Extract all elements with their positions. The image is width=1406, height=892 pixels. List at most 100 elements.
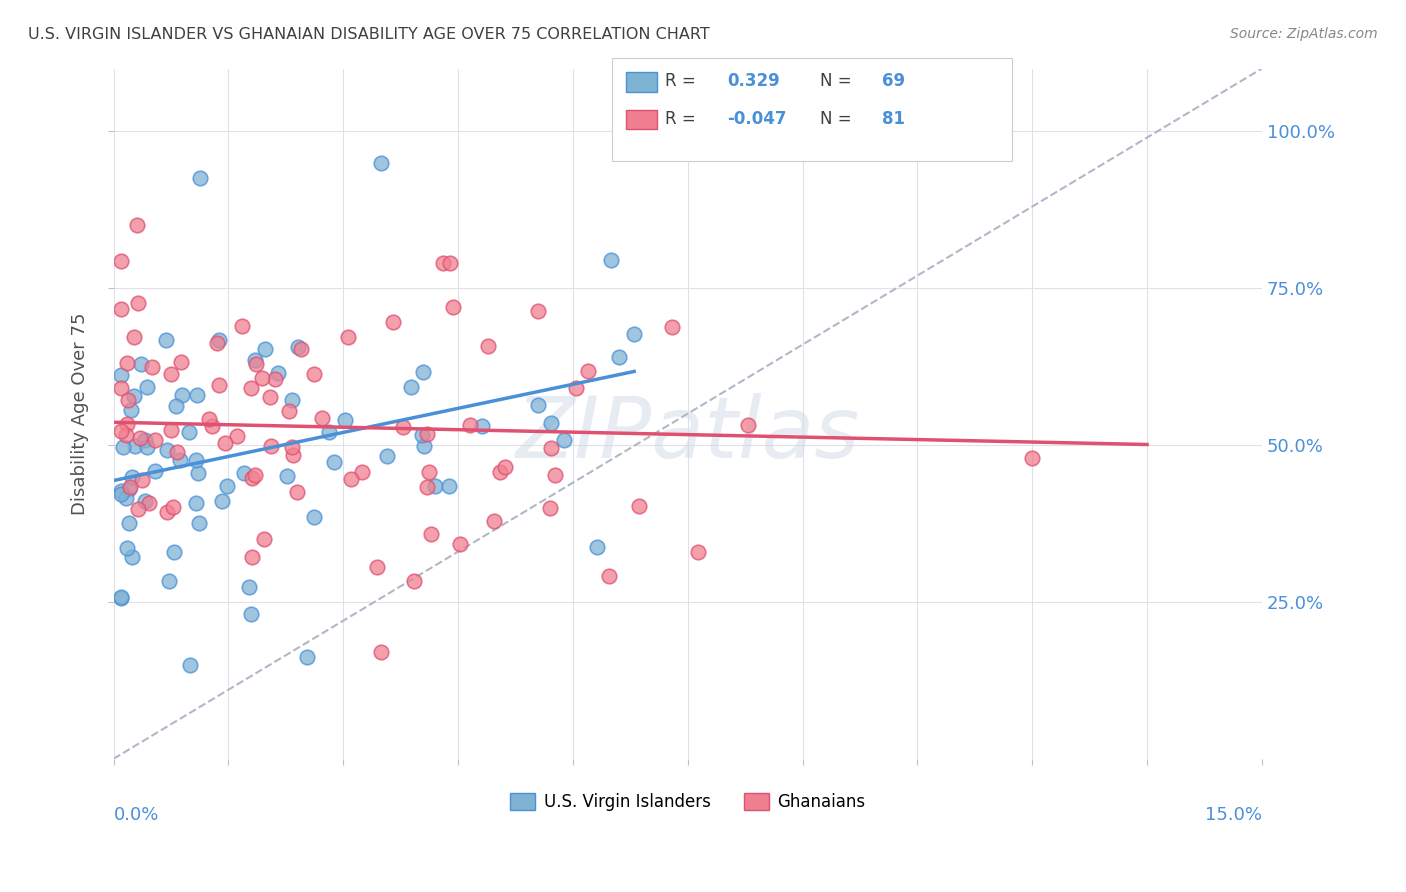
Point	[110, 301, 132, 316]
Text: 15.0%: 15.0%	[1205, 805, 1263, 823]
Point	[489, 466, 512, 480]
Point	[1021, 450, 1043, 465]
Point	[250, 371, 273, 385]
Text: -0.047: -0.047	[727, 110, 786, 128]
Point	[208, 333, 231, 347]
Point	[245, 357, 267, 371]
Point	[156, 505, 179, 519]
Point	[425, 478, 447, 492]
Point	[381, 315, 404, 329]
Point	[169, 453, 191, 467]
Point	[143, 433, 166, 447]
Point	[110, 591, 132, 606]
Point	[110, 425, 132, 439]
Point	[278, 404, 301, 418]
Point	[323, 454, 346, 468]
Point	[135, 380, 157, 394]
Point	[121, 550, 143, 565]
Point	[110, 590, 132, 604]
Point	[114, 491, 136, 505]
Text: 69: 69	[882, 72, 904, 90]
Point	[118, 482, 141, 496]
Text: 0.329: 0.329	[727, 72, 780, 90]
Point	[366, 560, 388, 574]
Point	[598, 569, 620, 583]
Point	[110, 487, 132, 501]
Point	[543, 467, 565, 482]
Point	[125, 219, 148, 233]
Text: ZIPatlas: ZIPatlas	[516, 392, 860, 475]
Point	[599, 252, 621, 267]
Point	[276, 469, 298, 483]
Point	[399, 380, 422, 394]
Point	[122, 389, 145, 403]
Point	[110, 254, 132, 268]
Point	[122, 330, 145, 344]
Point	[688, 545, 710, 559]
Point	[540, 442, 562, 456]
Point	[311, 411, 333, 425]
Point	[170, 388, 193, 402]
Point	[111, 440, 134, 454]
Point	[576, 364, 599, 378]
Point	[737, 417, 759, 432]
Point	[443, 300, 465, 314]
Point	[129, 357, 152, 371]
Point	[232, 466, 254, 480]
Point	[340, 472, 363, 486]
Text: 81: 81	[882, 110, 904, 128]
Point	[266, 366, 288, 380]
Point	[138, 495, 160, 509]
Point	[155, 333, 177, 347]
Point	[527, 303, 550, 318]
Point	[211, 494, 233, 508]
Point	[215, 479, 238, 493]
Point	[318, 425, 340, 439]
Point	[134, 434, 156, 448]
Legend: U.S. Virgin Islanders, Ghanaians: U.S. Virgin Islanders, Ghanaians	[502, 785, 873, 820]
Point	[538, 500, 561, 515]
Point	[110, 483, 132, 498]
Point	[166, 444, 188, 458]
Point	[470, 419, 492, 434]
Point	[302, 510, 325, 524]
Point	[120, 402, 142, 417]
Point	[240, 549, 263, 564]
Point	[208, 377, 231, 392]
Point	[160, 367, 183, 381]
Point	[129, 431, 152, 445]
Point	[243, 467, 266, 482]
Point	[526, 398, 548, 412]
Point	[290, 343, 312, 357]
Point	[623, 327, 645, 342]
Point	[264, 371, 287, 385]
Point	[370, 155, 392, 169]
Point	[458, 418, 481, 433]
Point	[477, 339, 499, 353]
Point	[661, 320, 683, 334]
Point	[145, 464, 167, 478]
Point	[115, 417, 138, 431]
Point	[243, 353, 266, 368]
Point	[207, 335, 229, 350]
Point	[127, 295, 149, 310]
Point	[131, 473, 153, 487]
Point	[586, 540, 609, 554]
Point	[240, 607, 263, 622]
Point	[184, 453, 207, 467]
Point	[285, 484, 308, 499]
Point	[190, 170, 212, 185]
Point	[432, 256, 454, 270]
Point	[607, 350, 630, 364]
Point	[416, 426, 439, 441]
Point	[120, 480, 142, 494]
Point	[141, 360, 163, 375]
Text: U.S. VIRGIN ISLANDER VS GHANAIAN DISABILITY AGE OVER 75 CORRELATION CHART: U.S. VIRGIN ISLANDER VS GHANAIAN DISABIL…	[28, 27, 710, 42]
Point	[115, 355, 138, 369]
Point	[159, 423, 181, 437]
Point	[411, 428, 433, 442]
Point	[260, 438, 283, 452]
Point	[170, 355, 193, 369]
Point	[304, 367, 326, 381]
Point	[187, 466, 209, 480]
